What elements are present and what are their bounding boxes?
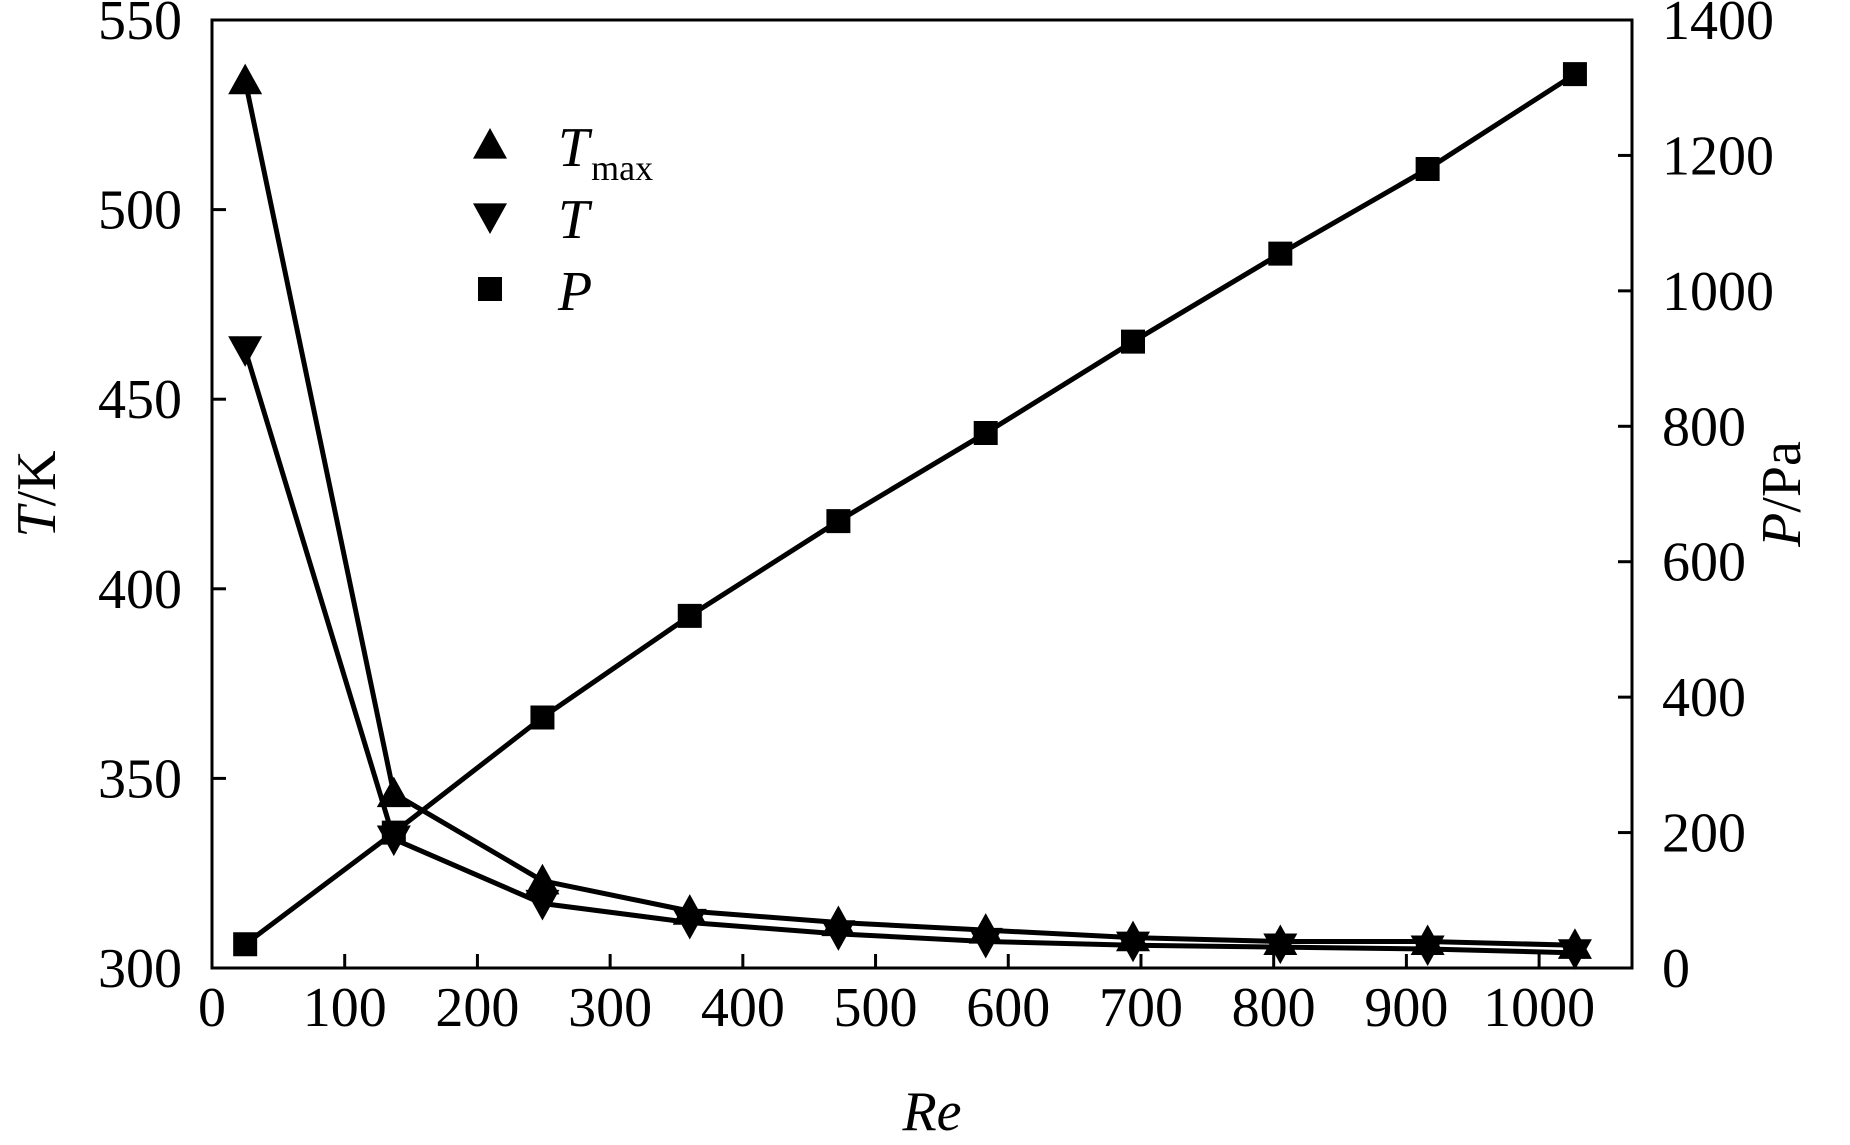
legend-label-subscript: max <box>591 148 653 188</box>
series-1-point <box>1116 931 1151 963</box>
series-1-point <box>1557 939 1592 970</box>
legend-label-0: Tmax <box>558 117 653 188</box>
series-1-point <box>672 908 707 940</box>
legend-marker-1 <box>473 203 507 234</box>
y-left-tick-label: 350 <box>98 748 182 810</box>
series-1-point <box>968 927 1003 959</box>
y-right-tick-label: 200 <box>1662 803 1746 865</box>
series-0-point <box>376 776 411 808</box>
x-axis-title: Re <box>901 1081 961 1143</box>
legend-label-1: T <box>558 189 593 251</box>
series-2-point <box>1121 329 1146 354</box>
legend-label-name: T <box>558 117 593 179</box>
y-right-tick-label: 600 <box>1662 532 1746 594</box>
y-left-axis-title-var: T <box>6 503 68 538</box>
x-tick-label: 100 <box>303 977 387 1039</box>
series-0-point <box>228 63 263 95</box>
series-2-point <box>233 932 258 957</box>
y-left-tick-label: 550 <box>98 0 182 52</box>
series-2-point <box>1415 156 1440 181</box>
series-2-point <box>826 509 851 534</box>
x-tick-label: 700 <box>1099 977 1183 1039</box>
y-right-axis-title-var: P <box>1751 513 1813 548</box>
y-right-tick-label: 1200 <box>1662 125 1774 187</box>
x-tick-label: 200 <box>435 977 519 1039</box>
plot-frame <box>210 18 1634 970</box>
y-right-axis-title: P/Pa <box>1751 441 1813 548</box>
x-tick-label: 500 <box>834 977 918 1039</box>
x-tick-label: 800 <box>1232 977 1316 1039</box>
series-line-2 <box>243 72 1577 947</box>
legend-marker-2 <box>478 277 502 301</box>
axes-layer: 0 100 200 300 400 500 600 700 800 900 1000 300 350 40… <box>6 0 1813 1143</box>
y-right-tick-label: 1400 <box>1662 0 1774 52</box>
y-right-axis-title-unit: /Pa <box>1751 441 1813 513</box>
y-left-tick-label: 500 <box>98 180 182 242</box>
legend-marker-0 <box>473 128 507 159</box>
y-left-tick-label: 400 <box>98 559 182 621</box>
y-right-tick-label: 800 <box>1662 396 1746 458</box>
series-1-point <box>228 336 263 367</box>
x-tick-label: 900 <box>1364 977 1448 1039</box>
series-2-point <box>677 603 702 628</box>
x-tick-label: 400 <box>701 977 785 1039</box>
series-0-point <box>525 863 560 895</box>
y-right-tick-label: 400 <box>1662 667 1746 729</box>
series-2-point <box>381 820 406 845</box>
x-tick-label: 0 <box>198 977 226 1039</box>
series-2-point <box>530 705 555 730</box>
series-2-point <box>973 421 998 446</box>
x-tick-label: 1000 <box>1483 977 1595 1039</box>
y-right-tick-label: 0 <box>1662 938 1690 1000</box>
y-left-tick-label: 450 <box>98 369 182 431</box>
legend-label-name: T <box>558 189 593 251</box>
series-1-point <box>525 889 560 921</box>
y-left-axis-title-unit: /K <box>6 450 68 506</box>
series-1-point <box>1410 935 1445 967</box>
legend-label-2: P <box>557 261 592 323</box>
y-left-tick-label: 300 <box>98 938 182 1000</box>
series-1-point <box>1263 933 1298 965</box>
series-layer <box>228 62 1592 970</box>
series-2-point <box>1268 241 1293 266</box>
legend-label-name: P <box>557 261 592 323</box>
series-1-point <box>821 920 856 951</box>
series-2-point <box>1562 62 1587 87</box>
series-line-1 <box>242 349 1575 956</box>
y-left-axis-title: T/K <box>6 450 68 537</box>
series-line-0 <box>242 80 1575 948</box>
x-tick-label: 600 <box>966 977 1050 1039</box>
y-right-tick-label: 1000 <box>1662 261 1774 323</box>
x-tick-label: 300 <box>568 977 652 1039</box>
